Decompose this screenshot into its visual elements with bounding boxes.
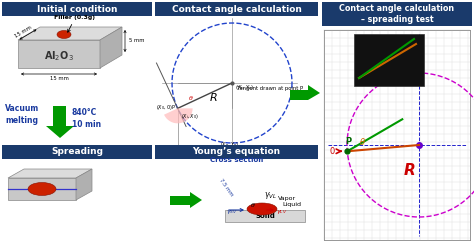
Text: R: R (210, 93, 218, 103)
Polygon shape (76, 169, 92, 200)
Polygon shape (164, 108, 192, 123)
Text: Young’s equation: Young’s equation (192, 148, 281, 156)
Text: Liquid: Liquid (282, 202, 301, 207)
Text: 5 mm: 5 mm (129, 39, 145, 44)
Bar (225, 210, 305, 222)
Text: 0: 0 (330, 147, 335, 156)
Ellipse shape (247, 203, 277, 215)
Ellipse shape (57, 31, 71, 39)
Text: Vacuum
melting: Vacuum melting (5, 104, 39, 125)
Text: $\gamma_{VL}$: $\gamma_{VL}$ (264, 190, 277, 201)
Polygon shape (8, 169, 92, 178)
Text: Cross section: Cross section (210, 157, 263, 163)
Bar (354, 34, 424, 86)
Text: $\theta$: $\theta$ (188, 94, 193, 102)
Text: 15 mm: 15 mm (50, 77, 68, 81)
Text: $(X_c, Y_c)$: $(X_c, Y_c)$ (235, 83, 255, 92)
Text: Al$_2$O$_3$: Al$_2$O$_3$ (44, 49, 74, 63)
Text: $(X_i, X_0)$: $(X_i, X_0)$ (181, 112, 199, 121)
FancyBboxPatch shape (2, 145, 152, 159)
Text: Contact angle calculation
– spreading test: Contact angle calculation – spreading te… (339, 4, 455, 24)
Text: $\theta$: $\theta$ (250, 201, 255, 209)
Bar (290, 90, 308, 100)
Text: $\theta$: $\theta$ (359, 136, 366, 147)
Text: $(X_p, Y_p)$: $(X_p, Y_p)$ (220, 141, 239, 151)
Polygon shape (8, 178, 76, 200)
Ellipse shape (28, 183, 56, 196)
Bar (170, 196, 190, 205)
Text: R: R (404, 163, 416, 178)
Text: Vapor: Vapor (278, 196, 296, 201)
Text: 840°C
10 min: 840°C 10 min (72, 108, 101, 129)
Text: Initial condition: Initial condition (37, 4, 117, 14)
Bar (53, 106, 66, 126)
Text: $(X_0, 0)$P: $(X_0, 0)$P (155, 103, 175, 112)
Polygon shape (18, 40, 100, 68)
Text: 7.5 mm: 7.5 mm (218, 178, 234, 198)
Polygon shape (308, 85, 320, 100)
Polygon shape (46, 126, 74, 138)
Bar (324, 30, 470, 240)
Polygon shape (100, 27, 122, 68)
Polygon shape (18, 27, 122, 40)
FancyBboxPatch shape (322, 2, 472, 26)
Text: Spreading: Spreading (51, 148, 103, 156)
FancyBboxPatch shape (155, 145, 318, 159)
FancyBboxPatch shape (2, 2, 152, 16)
Text: $\gamma_{SV}$: $\gamma_{SV}$ (226, 208, 238, 216)
Text: P: P (345, 137, 351, 146)
FancyBboxPatch shape (155, 2, 318, 16)
Text: $\gamma_{LV}$: $\gamma_{LV}$ (276, 208, 287, 216)
Polygon shape (190, 192, 202, 208)
Text: 15 mm: 15 mm (14, 25, 32, 39)
Text: Filler (0.3g): Filler (0.3g) (55, 15, 95, 20)
Text: Solid: Solid (255, 213, 275, 219)
Text: Tangent drawn at point P: Tangent drawn at point P (237, 86, 303, 91)
Text: Contact angle calculation: Contact angle calculation (172, 4, 301, 14)
